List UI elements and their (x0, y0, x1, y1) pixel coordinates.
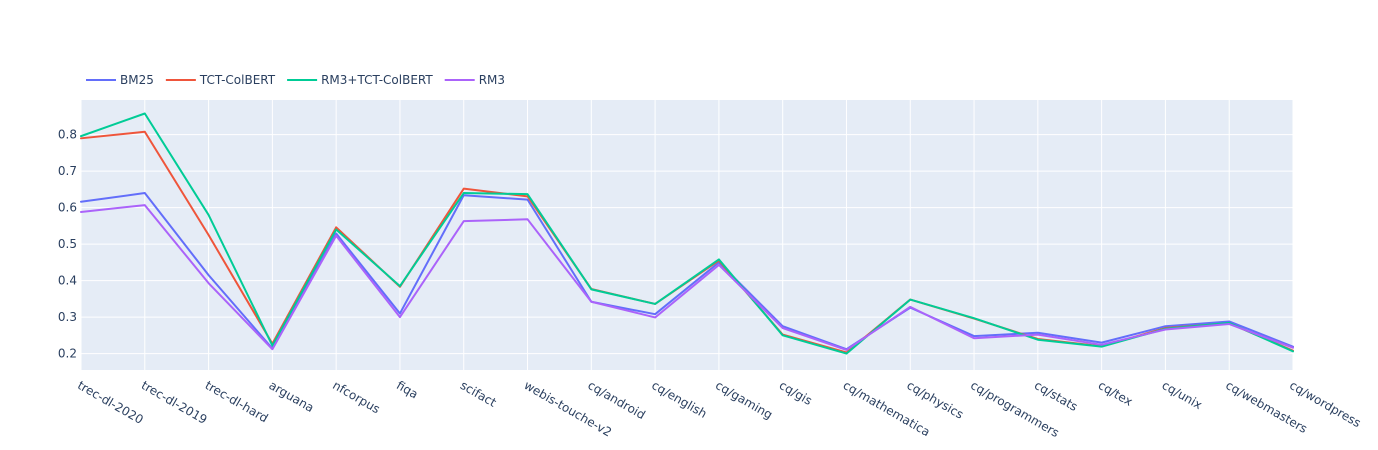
series-line-rm3 (80, 204, 1294, 351)
y-axis-tick-labels: 0.2 0.3 0.4 0.5 0.6 0.7 0.8 (58, 128, 77, 361)
legend-item[interactable]: RM3 (444, 73, 505, 87)
x-tick-label: cq/unix (1160, 378, 1205, 412)
x-tick-label: cq/gaming (713, 378, 775, 422)
y-gridlines (81, 134, 1293, 355)
y-tick-label: 0.2 (58, 347, 77, 361)
legend: BM25 TCT-ColBERT RM3+TCT-ColBERT RM3 (86, 73, 505, 87)
legend-item[interactable]: TCT-ColBERT (165, 73, 276, 87)
x-tick-label: arguana (266, 378, 316, 415)
y-tick-label: 0.8 (58, 128, 77, 142)
legend-label: RM3 (479, 73, 505, 87)
x-tick-label: cq/tex (1096, 378, 1135, 409)
series-lines (80, 112, 1294, 355)
legend-label: RM3+TCT-ColBERT (321, 73, 433, 87)
x-tick-label: scifact (458, 378, 499, 410)
x-tick-label: cq/stats (1032, 378, 1080, 414)
x-tick-label: trec-dl-hard (203, 378, 271, 425)
x-tick-label: cq/gis (777, 378, 815, 408)
y-tick-label: 0.3 (58, 310, 77, 324)
legend-label: BM25 (120, 73, 154, 87)
series-line-rm3-tct-colbert (80, 112, 1294, 355)
legend-item[interactable]: RM3+TCT-ColBERT (287, 73, 433, 87)
y-tick-label: 0.4 (58, 274, 77, 288)
x-axis-tick-labels: trec-dl-2020trec-dl-2019trec-dl-hardargu… (75, 378, 1363, 440)
x-tick-label: trec-dl-2019 (139, 378, 210, 427)
x-gridlines (80, 100, 1294, 370)
plot-background (81, 100, 1293, 370)
legend-label: TCT-ColBERT (199, 73, 276, 87)
y-tick-label: 0.7 (58, 164, 77, 178)
x-tick-label: cq/english (649, 378, 709, 421)
x-tick-label: nfcorpus (330, 378, 382, 416)
x-tick-label: fiqa (394, 378, 421, 401)
y-tick-label: 0.6 (58, 201, 77, 215)
y-tick-label: 0.5 (58, 237, 77, 251)
x-tick-label: trec-dl-2020 (75, 378, 146, 427)
legend-item[interactable]: BM25 (86, 73, 154, 87)
